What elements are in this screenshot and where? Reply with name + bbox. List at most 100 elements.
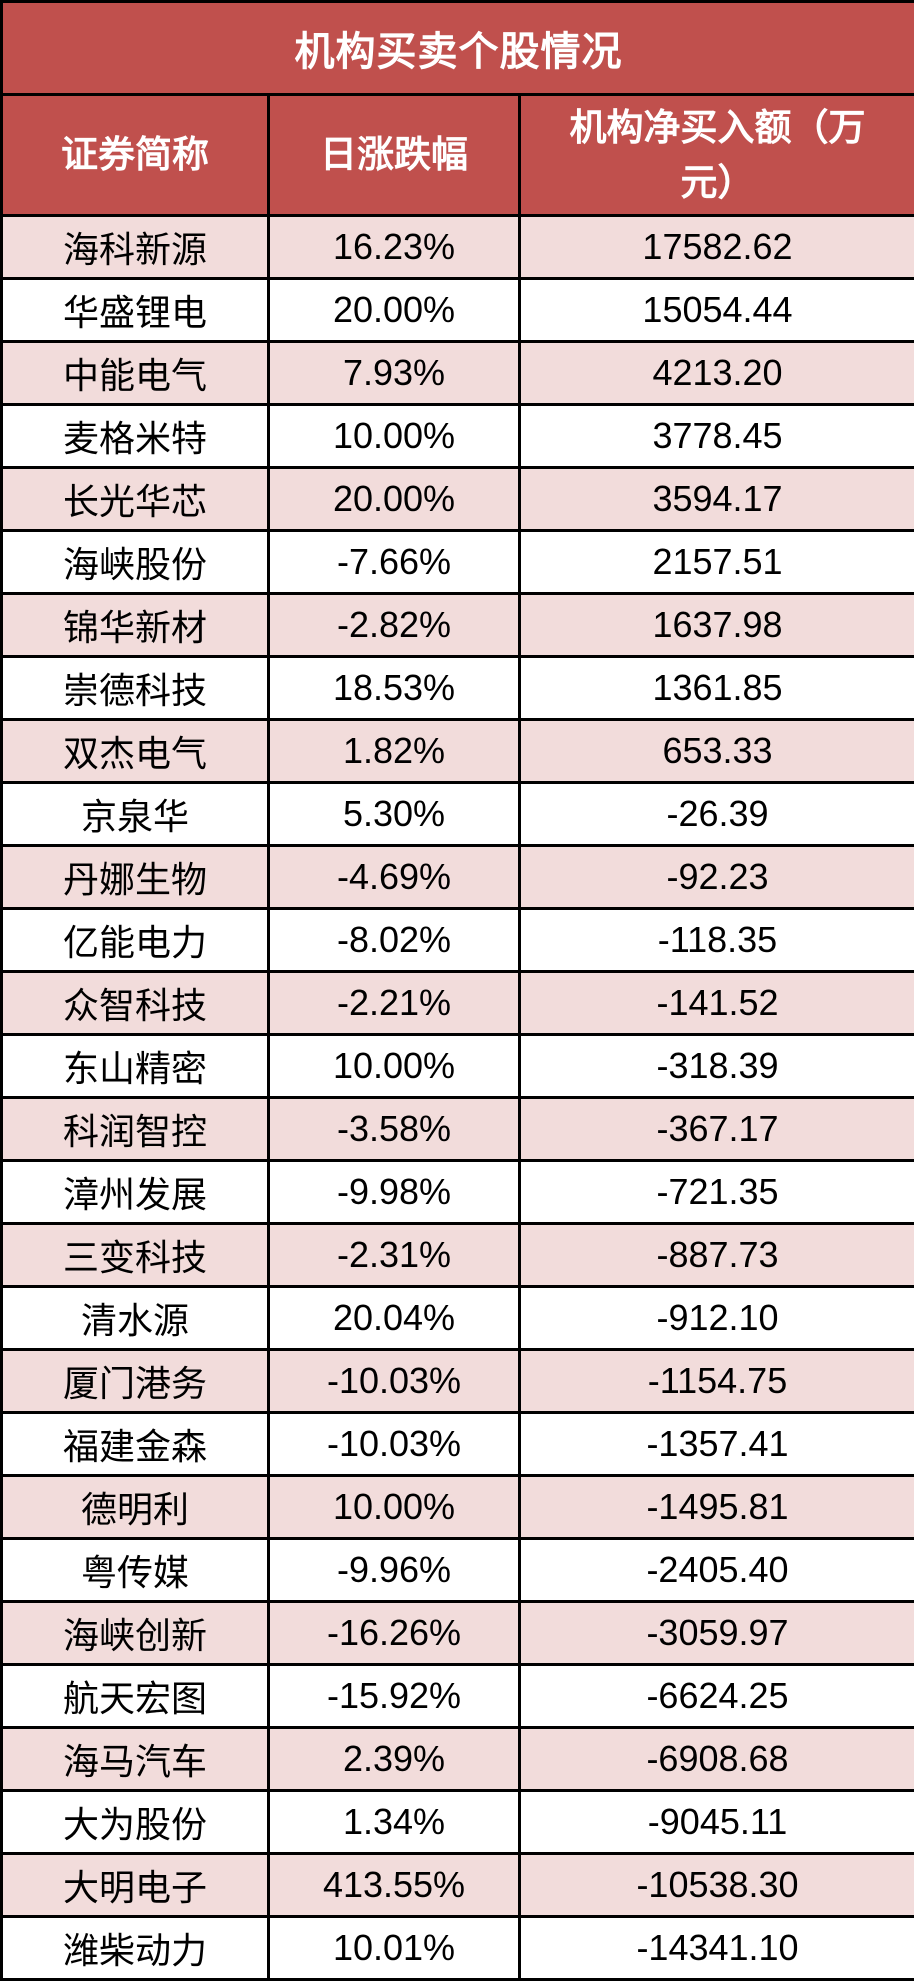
net-buy-amount-cell: -887.73 [517,1222,914,1288]
stock-name-cell: 潍柴动力 [0,1915,270,1981]
stock-name-cell: 麦格米特 [0,403,270,469]
daily-change-cell: 1.82% [267,718,521,784]
daily-change-cell: 18.53% [267,655,521,721]
net-buy-amount-cell: -10538.30 [517,1852,914,1918]
column-header-stock-name: 证券简称 [0,93,270,217]
table-body: 海科新源 16.23% 17582.62 华盛锂电 20.00% 15054.4… [0,214,914,1981]
daily-change-cell: 10.00% [267,1033,521,1099]
stock-name-cell: 众智科技 [0,970,270,1036]
stock-name-cell: 德明利 [0,1474,270,1540]
daily-change-cell: -9.96% [267,1537,521,1603]
table-row: 双杰电气 1.82% 653.33 [0,718,914,784]
stock-name-cell: 清水源 [0,1285,270,1351]
column-header-net-buy: 机构净买入额（万元） [517,93,914,217]
daily-change-cell: -10.03% [267,1348,521,1414]
stock-name-cell: 厦门港务 [0,1348,270,1414]
net-buy-amount-cell: 4213.20 [517,340,914,406]
stock-name-cell: 科润智控 [0,1096,270,1162]
net-buy-amount-cell: 17582.62 [517,214,914,280]
table-row: 大明电子 413.55% -10538.30 [0,1852,914,1918]
net-buy-amount-cell: -318.39 [517,1033,914,1099]
table-row: 粤传媒 -9.96% -2405.40 [0,1537,914,1603]
table-row: 长光华芯 20.00% 3594.17 [0,466,914,532]
stock-name-cell: 三变科技 [0,1222,270,1288]
table-row: 麦格米特 10.00% 3778.45 [0,403,914,469]
table-row: 东山精密 10.00% -318.39 [0,1033,914,1099]
daily-change-cell: 10.01% [267,1915,521,1981]
table-row: 大为股份 1.34% -9045.11 [0,1789,914,1855]
stock-name-cell: 京泉华 [0,781,270,847]
table-row: 漳州发展 -9.98% -721.35 [0,1159,914,1225]
table-row: 众智科技 -2.21% -141.52 [0,970,914,1036]
table-row: 科润智控 -3.58% -367.17 [0,1096,914,1162]
title-row: 机构买卖个股情况 [0,0,914,96]
net-buy-amount-cell: -3059.97 [517,1600,914,1666]
net-buy-amount-cell: -6908.68 [517,1726,914,1792]
table-row: 亿能电力 -8.02% -118.35 [0,907,914,973]
stock-name-cell: 航天宏图 [0,1663,270,1729]
daily-change-cell: 1.34% [267,1789,521,1855]
daily-change-cell: -4.69% [267,844,521,910]
stock-name-cell: 亿能电力 [0,907,270,973]
stock-name-cell: 锦华新材 [0,592,270,658]
table-row: 京泉华 5.30% -26.39 [0,781,914,847]
stock-name-cell: 双杰电气 [0,718,270,784]
daily-change-cell: 10.00% [267,1474,521,1540]
net-buy-amount-cell: -14341.10 [517,1915,914,1981]
daily-change-cell: -2.31% [267,1222,521,1288]
net-buy-amount-cell: -9045.11 [517,1789,914,1855]
net-buy-amount-cell: -1154.75 [517,1348,914,1414]
table-row: 潍柴动力 10.01% -14341.10 [0,1915,914,1981]
daily-change-cell: -10.03% [267,1411,521,1477]
column-header-daily-change: 日涨跌幅 [267,93,521,217]
net-buy-amount-cell: -6624.25 [517,1663,914,1729]
daily-change-cell: -8.02% [267,907,521,973]
net-buy-amount-cell: -1495.81 [517,1474,914,1540]
daily-change-cell: 2.39% [267,1726,521,1792]
stock-name-cell: 海峡股份 [0,529,270,595]
stock-name-cell: 海科新源 [0,214,270,280]
net-buy-amount-cell: 3778.45 [517,403,914,469]
stock-name-cell: 崇德科技 [0,655,270,721]
daily-change-cell: -15.92% [267,1663,521,1729]
daily-change-cell: 413.55% [267,1852,521,1918]
net-buy-amount-cell: -26.39 [517,781,914,847]
table-row: 清水源 20.04% -912.10 [0,1285,914,1351]
stock-name-cell: 漳州发展 [0,1159,270,1225]
net-buy-amount-cell: -912.10 [517,1285,914,1351]
net-buy-amount-cell: 1361.85 [517,655,914,721]
daily-change-cell: -2.82% [267,592,521,658]
daily-change-cell: -3.58% [267,1096,521,1162]
net-buy-amount-cell: -1357.41 [517,1411,914,1477]
daily-change-cell: -9.98% [267,1159,521,1225]
daily-change-cell: 7.93% [267,340,521,406]
column-header-row: 证券简称 日涨跌幅 机构净买入额（万元） [0,93,914,217]
daily-change-cell: 10.00% [267,403,521,469]
table-row: 航天宏图 -15.92% -6624.25 [0,1663,914,1729]
daily-change-cell: 20.04% [267,1285,521,1351]
net-buy-amount-cell: -141.52 [517,970,914,1036]
stock-name-cell: 粤传媒 [0,1537,270,1603]
table-row: 海峡股份 -7.66% 2157.51 [0,529,914,595]
net-buy-amount-cell: 1637.98 [517,592,914,658]
daily-change-cell: 20.00% [267,277,521,343]
table-row: 三变科技 -2.31% -887.73 [0,1222,914,1288]
table-row: 海峡创新 -16.26% -3059.97 [0,1600,914,1666]
daily-change-cell: 20.00% [267,466,521,532]
daily-change-cell: -2.21% [267,970,521,1036]
table-row: 德明利 10.00% -1495.81 [0,1474,914,1540]
net-buy-amount-cell: 3594.17 [517,466,914,532]
stock-name-cell: 长光华芯 [0,466,270,532]
stock-name-cell: 东山精密 [0,1033,270,1099]
net-buy-amount-cell: -721.35 [517,1159,914,1225]
stock-name-cell: 海马汽车 [0,1726,270,1792]
table-title: 机构买卖个股情况 [0,0,914,96]
table-row: 海科新源 16.23% 17582.62 [0,214,914,280]
table-row: 锦华新材 -2.82% 1637.98 [0,592,914,658]
stock-name-cell: 福建金森 [0,1411,270,1477]
stock-name-cell: 大为股份 [0,1789,270,1855]
net-buy-amount-cell: -2405.40 [517,1537,914,1603]
table-row: 福建金森 -10.03% -1357.41 [0,1411,914,1477]
table-row: 中能电气 7.93% 4213.20 [0,340,914,406]
